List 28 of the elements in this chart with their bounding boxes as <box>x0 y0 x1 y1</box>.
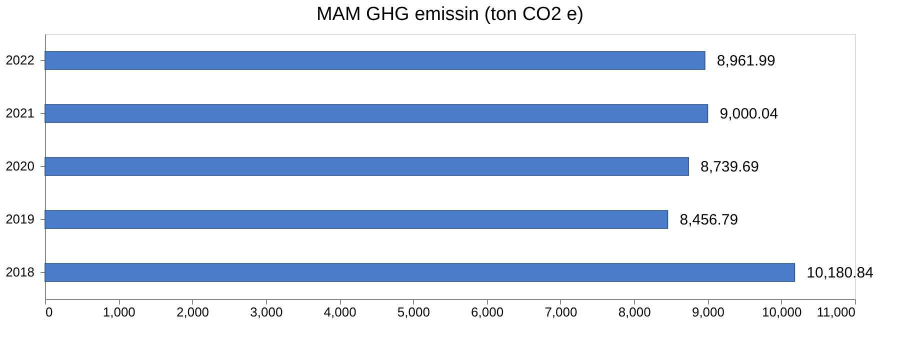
x-tick-label: 6,000 <box>471 304 504 320</box>
data-label: 8,456.79 <box>680 212 738 228</box>
x-tick-label: 7,000 <box>544 304 578 320</box>
x-tick-label: 2,000 <box>176 304 210 320</box>
x-tick-label: 1,000 <box>102 304 136 320</box>
bar <box>44 104 708 123</box>
x-tick-label: 11,000 <box>816 304 856 320</box>
data-label: 8,739.69 <box>700 158 759 176</box>
x-tick-label: 5,000 <box>397 304 430 320</box>
y-tick-label: 2022 <box>6 52 34 68</box>
x-tick-label: 4,000 <box>324 304 356 320</box>
y-tick-label: 2019 <box>6 212 34 226</box>
bar <box>44 263 796 282</box>
x-tick-label: 3,000 <box>250 304 283 320</box>
x-tick-label: 8,000 <box>618 304 651 320</box>
y-tick-label: 2021 <box>6 106 34 120</box>
y-tick-label: 2018 <box>6 264 34 280</box>
bar <box>44 51 706 70</box>
x-tick-label: 10,000 <box>762 304 802 320</box>
y-tick-label: 2020 <box>6 158 34 174</box>
data-label: 9,000.04 <box>720 106 778 122</box>
x-tick-label: 9,000 <box>692 304 724 320</box>
data-label: 10,180.84 <box>806 264 874 282</box>
x-tick-label: 0 <box>46 304 53 320</box>
bar <box>44 210 668 229</box>
data-label: 8,961.99 <box>716 52 776 70</box>
chart-title: MAM GHG emissin (ton CO2 e) <box>316 4 584 25</box>
bar <box>44 157 689 176</box>
